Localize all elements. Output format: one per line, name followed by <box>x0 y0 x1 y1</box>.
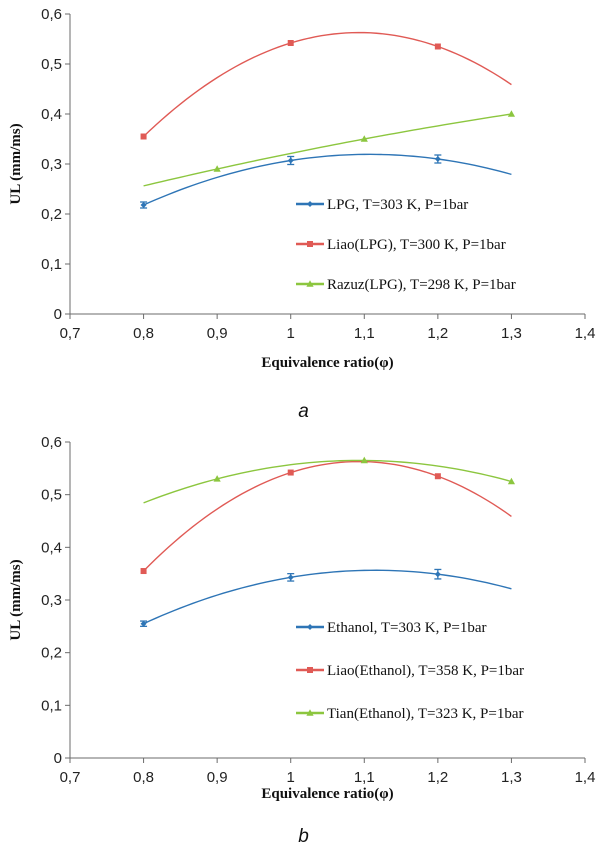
x-tick-label: 0,9 <box>207 769 228 786</box>
x-tick-label: 1,2 <box>427 325 448 342</box>
legend-marker-1 <box>307 241 313 247</box>
y-tick-label: 0,1 <box>41 697 62 714</box>
y-axis-title: UL (mm/ms) <box>8 559 24 640</box>
x-tick-label: 0,8 <box>133 325 154 342</box>
y-tick-label: 0,1 <box>41 256 62 273</box>
y-tick-label: 0,5 <box>41 487 62 504</box>
chart-panel-b: 0 0,1 0,2 0,3 0,4 0,5 0,6 0,7 0,8 0,9 1 1,1 1,2 1,3 1,… <box>0 428 596 857</box>
trendline-1 <box>143 31 512 138</box>
legend-marker-2 <box>306 709 314 716</box>
series-1 <box>140 31 512 140</box>
legend-label-2: Tian(Ethanol), T=323 K, P=1bar <box>327 706 524 722</box>
data-point <box>140 133 147 140</box>
legend-marker-0 <box>307 624 313 630</box>
legend-marker-1 <box>307 667 313 673</box>
data-point <box>434 571 441 578</box>
x-tick-label: 1,3 <box>501 769 522 786</box>
data-point <box>360 135 368 142</box>
trendline-1 <box>143 460 512 572</box>
x-tick-label: 1 <box>287 325 295 342</box>
data-point <box>287 40 294 46</box>
legend-label-2: Razuz(LPG), T=298 K, P=1bar <box>327 277 516 293</box>
x-tick-label: 1,1 <box>354 325 375 342</box>
trendline-2 <box>143 459 512 504</box>
x-tick-label: 0,8 <box>133 769 154 786</box>
series-0 <box>140 153 512 209</box>
data-point <box>287 574 294 581</box>
y-tick-label: 0,2 <box>41 206 62 223</box>
data-point <box>434 473 441 480</box>
trendline-2 <box>143 113 512 187</box>
y-tick-label: 0,6 <box>41 434 62 451</box>
legend-marker-2 <box>306 280 314 287</box>
x-tick-label: 1,3 <box>501 325 522 342</box>
series-1 <box>140 460 512 575</box>
y-tick-label: 0,3 <box>41 592 62 609</box>
y-tick-label: 0,5 <box>41 56 62 73</box>
x-tick-label: 0,9 <box>207 325 228 342</box>
data-point <box>360 456 368 464</box>
data-point <box>213 475 221 482</box>
x-axis-title: Equivalence ratio(φ) <box>261 355 393 371</box>
data-point <box>140 202 147 208</box>
legend-marker-0 <box>307 201 313 207</box>
data-point <box>140 568 147 575</box>
data-point <box>507 477 516 485</box>
data-point <box>140 620 147 627</box>
legend-label-1: Liao(LPG), T=300 K, P=1bar <box>327 237 506 253</box>
chart-a-svg: 0 0,1 0,2 0,3 0,4 0,5 0,6 0,7 0,8 0,9 1 1,1 1,2 1,3 1,… <box>8 6 596 422</box>
trendline-0 <box>143 153 512 206</box>
x-tick-label: 1,2 <box>427 769 448 786</box>
legend-label-0: Ethanol, T=303 K, P=1bar <box>327 620 487 636</box>
trendline-0 <box>143 569 512 625</box>
data-point <box>287 469 294 476</box>
data-point <box>213 165 221 172</box>
data-point <box>434 43 441 50</box>
x-tick-label: 1,1 <box>354 769 375 786</box>
y-axis-title: UL (mm/ms) <box>8 123 24 204</box>
x-tick-label: 0,7 <box>60 769 81 786</box>
data-point <box>434 156 441 162</box>
x-tick-label: 1,4 <box>575 769 596 786</box>
legend-label-1: Liao(Ethanol), T=358 K, P=1bar <box>327 663 524 679</box>
panel-caption: b <box>298 826 309 847</box>
series-2 <box>143 110 516 187</box>
data-point <box>507 110 516 117</box>
y-tick-label: 0 <box>54 306 62 323</box>
y-tick-label: 0,4 <box>41 539 62 556</box>
chart-panel-a: 0 0,1 0,2 0,3 0,4 0,5 0,6 0,7 0,8 0,9 1 1,1 1,2 1,3 1,… <box>0 0 596 428</box>
chart-b-svg: 0 0,1 0,2 0,3 0,4 0,5 0,6 0,7 0,8 0,9 1 1,1 1,2 1,3 1,… <box>8 434 596 847</box>
y-tick-label: 0,4 <box>41 106 62 123</box>
y-tick-label: 0 <box>54 750 62 767</box>
x-tick-label: 1,4 <box>575 325 596 342</box>
y-tick-label: 0,3 <box>41 156 62 173</box>
series-2 <box>143 456 516 504</box>
x-axis-title: Equivalence ratio(φ) <box>261 786 393 802</box>
legend-label-0: LPG, T=303 K, P=1bar <box>327 197 468 213</box>
series-0 <box>140 568 512 627</box>
y-tick-label: 0,2 <box>41 645 62 662</box>
panel-caption: a <box>298 401 309 422</box>
y-tick-label: 0,6 <box>41 6 62 23</box>
data-point <box>287 157 294 164</box>
x-tick-label: 0,7 <box>60 325 81 342</box>
x-tick-label: 1 <box>287 769 295 786</box>
